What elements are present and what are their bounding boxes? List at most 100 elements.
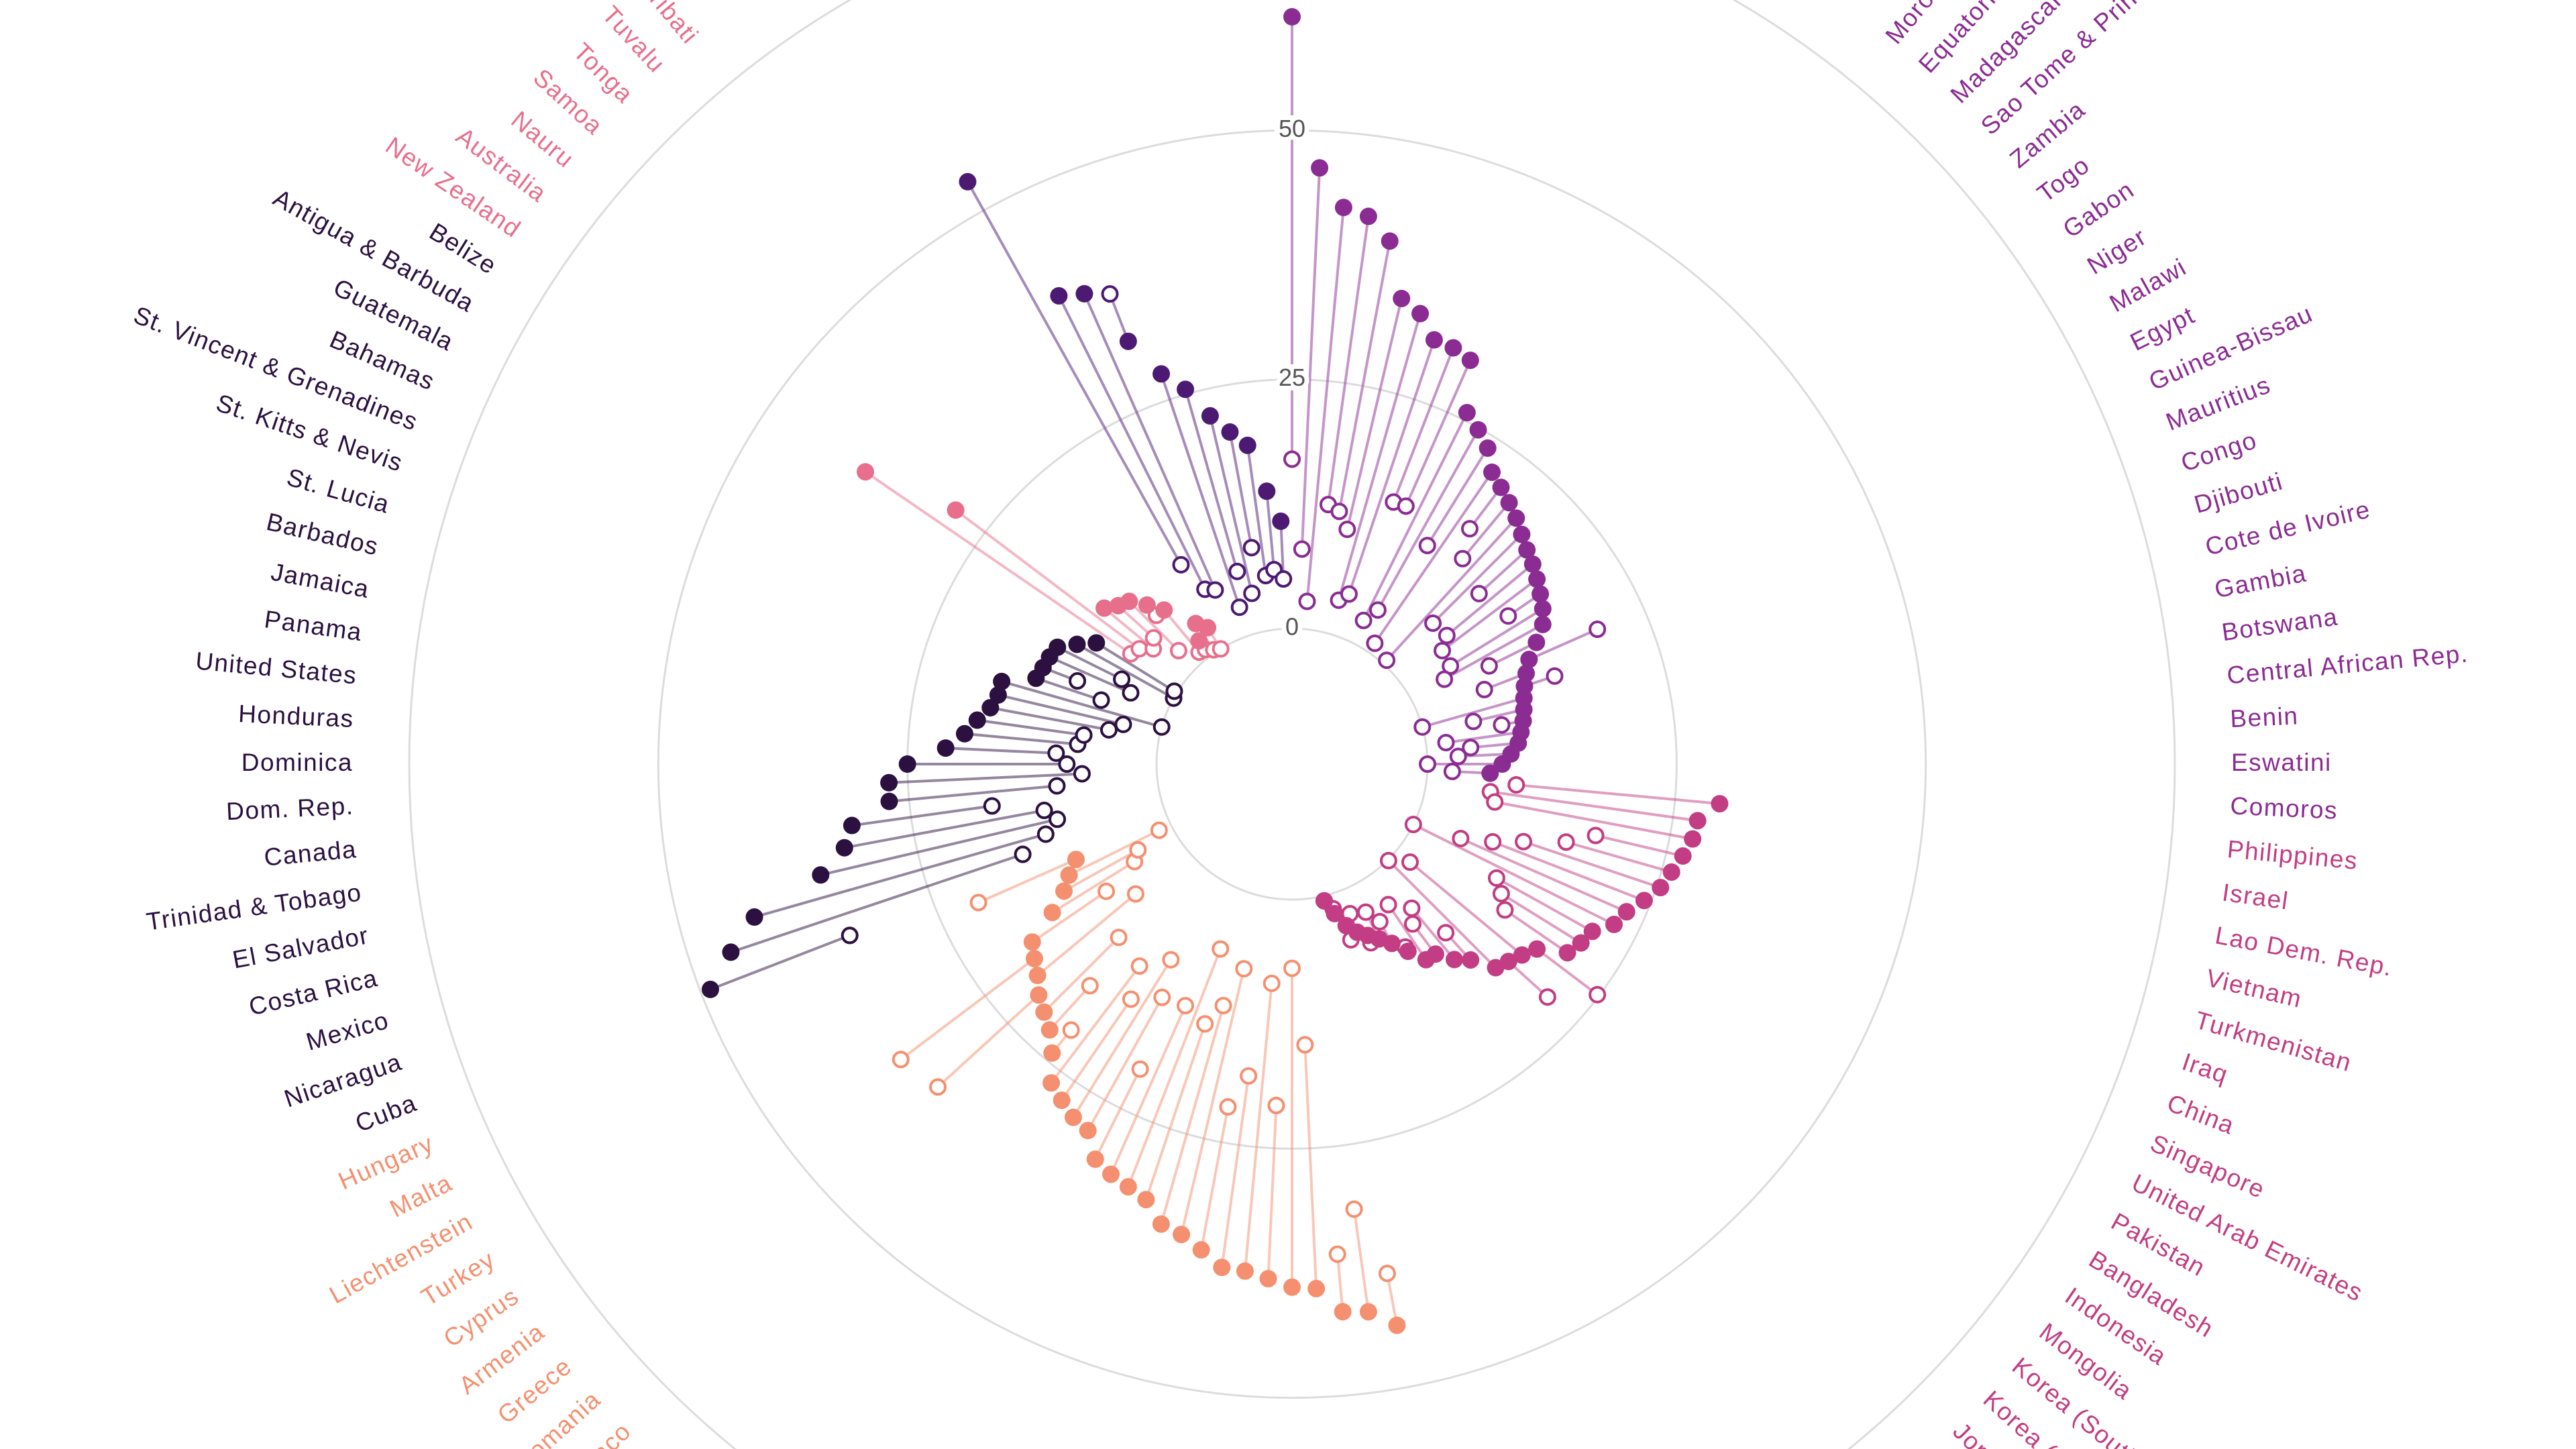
stems	[710, 17, 1720, 1326]
filled-dot	[1075, 284, 1093, 303]
country-label: Botswana	[2220, 602, 2339, 646]
filled-dot	[1399, 943, 1417, 961]
filled-dot	[1095, 599, 1114, 617]
stem	[1461, 502, 1511, 560]
open-dot	[1480, 657, 1498, 675]
filled-dot	[701, 980, 719, 998]
filled-dot	[1652, 879, 1670, 897]
stem	[945, 747, 1057, 755]
open-dot	[1484, 833, 1502, 851]
filled-dot	[1192, 1241, 1210, 1259]
stem	[1377, 429, 1480, 611]
filled-dot	[993, 672, 1011, 690]
filled-dot	[1067, 851, 1085, 869]
stem	[1127, 948, 1222, 1187]
country-label: Dom. Rep.	[225, 792, 354, 825]
filled-dot	[1042, 1074, 1061, 1092]
open-dot	[1330, 502, 1348, 521]
open-dot	[1097, 882, 1116, 900]
open-dot	[1403, 899, 1421, 917]
stem	[1050, 965, 1141, 1084]
stem	[1444, 623, 1544, 681]
filled-dot	[1513, 525, 1531, 543]
open-dot	[1048, 777, 1066, 795]
stem	[864, 470, 1132, 655]
filled-dot	[1087, 634, 1106, 652]
open-dot	[1267, 1096, 1285, 1114]
open-dot	[1126, 885, 1144, 903]
filled-dots	[701, 8, 1729, 1334]
country-label: Comoros	[2230, 792, 2339, 824]
open-dot	[1196, 1015, 1214, 1033]
open-dot	[1443, 763, 1461, 781]
stem	[1507, 960, 1549, 998]
open-dot	[1228, 562, 1246, 580]
stem	[1385, 517, 1517, 661]
filled-dot	[1572, 934, 1590, 952]
country-label: Iraq	[2179, 1048, 2232, 1089]
filled-dot	[1221, 423, 1239, 441]
open-dot	[1162, 951, 1180, 969]
stem	[1063, 849, 1139, 893]
filled-dot	[1025, 950, 1043, 968]
stem	[1488, 641, 1538, 667]
stem	[1267, 1105, 1278, 1279]
stem	[977, 718, 1084, 737]
stem	[1336, 1254, 1344, 1312]
open-dot	[1212, 940, 1230, 958]
filled-dot	[1055, 882, 1073, 900]
stem	[1441, 578, 1538, 652]
filled-dot	[1043, 904, 1061, 922]
open-dot	[1493, 716, 1511, 734]
open-dot	[1371, 912, 1389, 930]
stem	[1536, 948, 1599, 996]
filled-dot	[1068, 635, 1086, 653]
stem	[1305, 207, 1345, 602]
stem	[888, 772, 1083, 784]
country-label: Trinidad & Tobago	[145, 878, 364, 935]
stem	[1373, 471, 1493, 645]
stem	[1504, 908, 1568, 954]
open-dot	[1212, 640, 1230, 658]
filled-dot	[1617, 903, 1635, 921]
filled-dot	[1417, 951, 1435, 969]
open-dot	[1507, 775, 1525, 794]
stem	[1035, 677, 1102, 702]
stem	[1057, 295, 1207, 590]
country-label: Canada	[263, 835, 358, 871]
r-tick-label: 0	[1285, 613, 1299, 641]
filled-dot	[1688, 812, 1707, 830]
filled-dot	[1138, 596, 1156, 614]
filled-dot	[880, 792, 898, 810]
filled-dot	[1049, 638, 1067, 656]
filled-dot	[1444, 339, 1462, 357]
grid-ring	[408, 0, 2176, 1449]
country-label: Niger	[2082, 223, 2151, 280]
filled-dot	[1635, 892, 1653, 910]
stem	[1051, 860, 1136, 914]
stem	[1303, 1044, 1318, 1289]
stem	[1049, 985, 1091, 1031]
country-label: Togo	[2032, 151, 2095, 208]
open-dot	[1298, 592, 1316, 610]
filled-dot	[1238, 436, 1256, 454]
open-dot	[1058, 755, 1076, 773]
stem	[1036, 893, 1137, 977]
open-dot	[1486, 793, 1504, 811]
stem	[1523, 840, 1661, 889]
open-dot	[1462, 739, 1480, 757]
filled-dot	[1462, 951, 1480, 969]
country-label: Panama	[263, 605, 364, 646]
country-label: Jamaica	[269, 558, 372, 604]
stem	[1516, 783, 1720, 806]
open-dot	[1049, 810, 1067, 828]
country-label: Eswatini	[2231, 749, 2332, 776]
open-dot	[1419, 755, 1436, 773]
country-label: Congo	[2178, 426, 2261, 477]
country-label: Central African Rep.	[2226, 639, 2469, 689]
filled-dot	[1102, 1165, 1120, 1183]
stem	[936, 994, 1040, 1088]
filled-dot	[1517, 664, 1536, 682]
filled-dot	[1393, 289, 1411, 307]
